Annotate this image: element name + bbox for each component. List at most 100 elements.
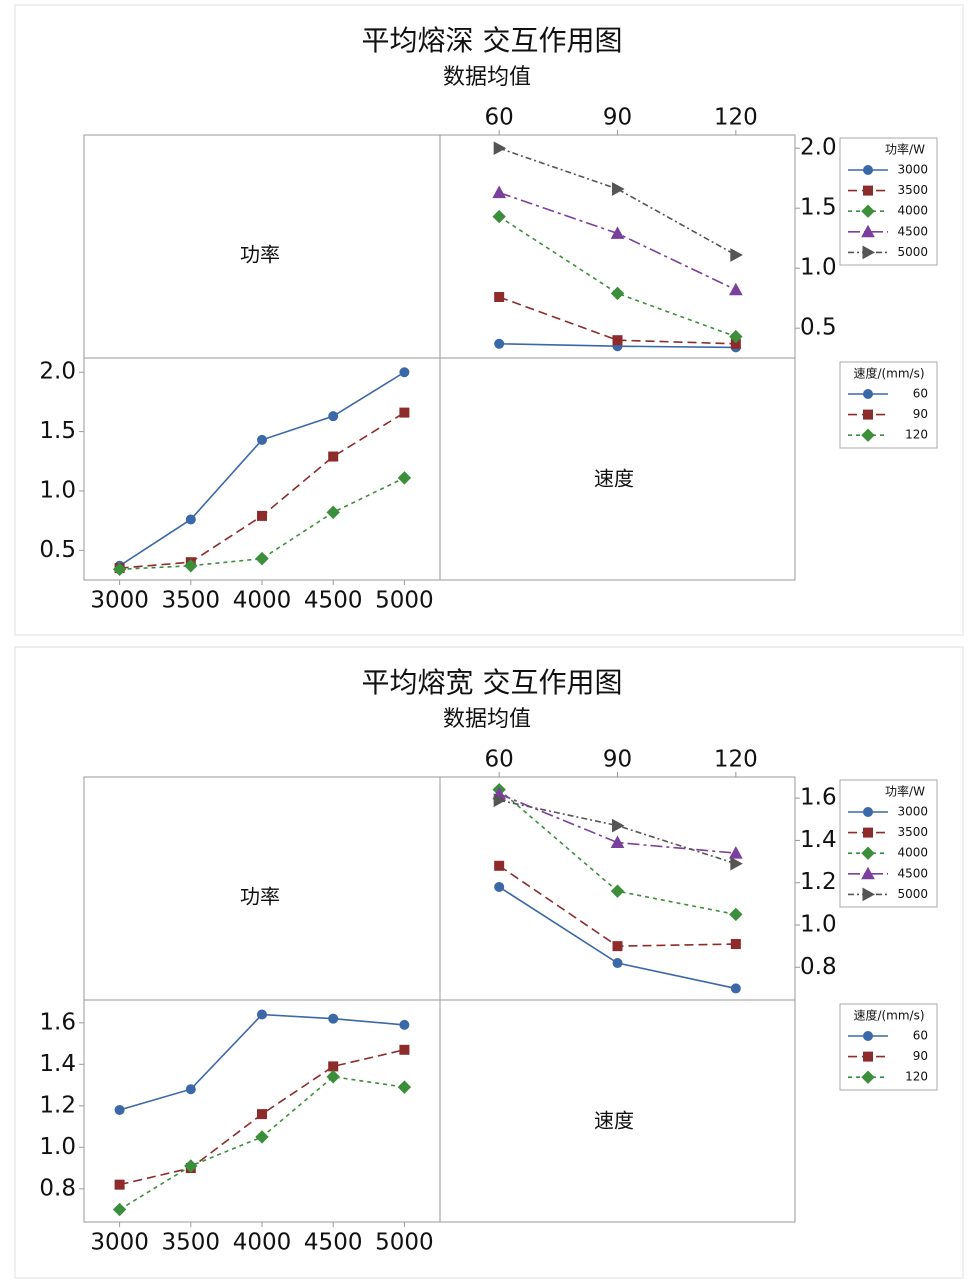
- x-tick-label: 3000: [90, 1230, 149, 1256]
- data-point: [185, 514, 196, 525]
- x-tick-label: 90: [603, 747, 632, 773]
- data-point: [112, 1202, 127, 1217]
- legend-label: 4000: [897, 204, 928, 218]
- chart-subtitle: 数据均值: [443, 707, 531, 732]
- legend-label: 4500: [897, 224, 928, 238]
- data-point: [494, 338, 505, 349]
- legend-label: 120: [905, 1070, 928, 1084]
- y-tick-label: 0.8: [800, 954, 837, 980]
- legend-label: 5000: [897, 887, 928, 901]
- y-tick-label: 1.0: [800, 912, 837, 938]
- data-point: [612, 335, 623, 346]
- legend-marker: [863, 807, 873, 817]
- data-point: [184, 559, 198, 573]
- data-point: [397, 1080, 412, 1094]
- data-point: [492, 209, 506, 224]
- data-point: [612, 818, 625, 833]
- data-point: [612, 941, 623, 952]
- y-tick-label: 2.0: [800, 135, 837, 161]
- y-tick-label: 1.0: [39, 1134, 76, 1160]
- x-tick-label: 120: [714, 105, 758, 131]
- data-point: [494, 881, 505, 892]
- data-point: [326, 505, 340, 520]
- chart-frame: [14, 646, 964, 1279]
- legend-label: 3500: [897, 183, 928, 197]
- x-tick-label: 4000: [233, 588, 292, 614]
- legend-label: 3000: [897, 805, 928, 819]
- chart-title: 平均熔宽 交互作用图: [362, 666, 623, 699]
- legend-label: 90: [913, 407, 928, 421]
- y-tick-label: 1.6: [39, 1009, 76, 1035]
- series-line: [498, 886, 737, 990]
- data-point: [610, 835, 625, 849]
- x-tick-label: 90: [603, 105, 632, 131]
- data-point: [255, 551, 269, 566]
- legend-marker: [863, 409, 873, 420]
- legend-marker: [861, 866, 875, 880]
- data-point: [328, 411, 339, 422]
- data-point: [610, 884, 625, 898]
- data-point: [610, 286, 625, 301]
- data-point: [112, 562, 127, 577]
- x-tick-label: 5000: [375, 588, 434, 614]
- legend-label: 120: [905, 428, 928, 442]
- y-tick-label: 2.0: [39, 359, 76, 385]
- y-tick-label: 1.2: [800, 869, 837, 895]
- y-tick-label: 0.5: [39, 537, 76, 563]
- data-point: [493, 141, 507, 156]
- series-line: [498, 191, 737, 291]
- data-point: [399, 367, 410, 378]
- series-line: [498, 799, 737, 865]
- legend-title: 速度/(mm/s): [853, 366, 924, 381]
- data-point: [328, 451, 339, 462]
- legend-title: 功率/W: [885, 142, 925, 157]
- y-tick-label: 1.0: [800, 255, 837, 281]
- legend-marker: [863, 827, 873, 838]
- factor-label: 功率: [240, 885, 280, 909]
- x-tick-label: 120: [714, 747, 758, 773]
- series-line: [498, 296, 736, 345]
- chart-frame: [14, 4, 964, 636]
- data-point: [728, 282, 743, 296]
- data-point: [397, 471, 412, 485]
- y-tick-label: 1.2: [39, 1092, 76, 1118]
- data-point: [728, 846, 743, 859]
- legend-label: 4500: [897, 866, 928, 880]
- y-tick-label: 1.4: [800, 827, 837, 853]
- chart-title: 平均熔深 交互作用图: [362, 24, 623, 57]
- legend-box: [839, 779, 938, 908]
- legend-label: 4000: [897, 846, 928, 860]
- chart-subtitle: 数据均值: [443, 65, 531, 90]
- factor-label: 速度: [594, 467, 634, 491]
- data-point: [399, 407, 410, 418]
- y-tick-label: 1.5: [800, 195, 837, 221]
- legend-label: 3500: [897, 825, 928, 839]
- factor-label: 功率: [240, 243, 280, 267]
- series-line: [119, 1013, 405, 1111]
- data-point: [114, 1179, 125, 1190]
- data-point: [326, 1070, 340, 1084]
- data-point: [328, 1061, 339, 1072]
- x-tick-label: 5000: [375, 1230, 434, 1256]
- x-tick-label: 3000: [90, 588, 149, 614]
- y-tick-label: 1.4: [39, 1051, 76, 1077]
- y-tick-label: 0.8: [39, 1175, 76, 1201]
- legend-marker: [861, 428, 875, 442]
- series-line: [498, 215, 737, 338]
- legend-marker: [863, 389, 873, 399]
- data-point: [612, 182, 625, 196]
- series-line: [498, 793, 736, 854]
- data-point: [328, 1013, 339, 1024]
- data-point: [493, 793, 507, 808]
- legend-marker: [861, 204, 875, 218]
- x-tick-label: 60: [485, 105, 514, 131]
- legend-box: [839, 361, 938, 449]
- data-point: [492, 185, 507, 199]
- data-point: [610, 226, 625, 239]
- y-tick-label: 1.0: [39, 477, 76, 503]
- legend-box: [839, 137, 938, 266]
- data-point: [730, 983, 741, 994]
- factor-label: 速度: [594, 1109, 634, 1133]
- data-point: [184, 1159, 198, 1173]
- legend-marker: [863, 165, 873, 175]
